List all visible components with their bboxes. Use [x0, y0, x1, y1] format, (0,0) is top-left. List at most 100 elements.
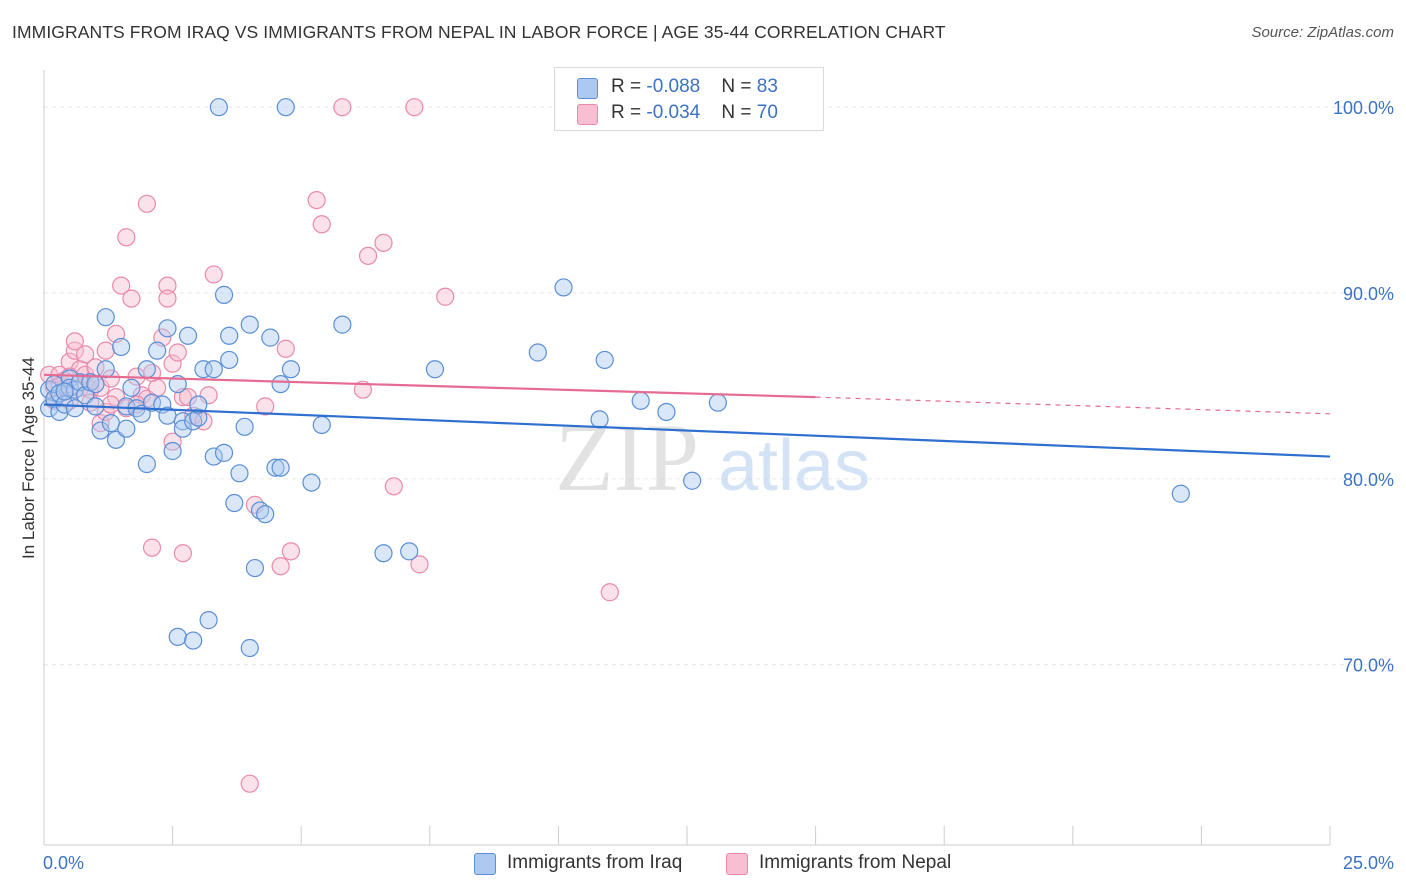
iraq-point: [96, 360, 115, 379]
iraq-point: [683, 471, 702, 490]
iraq-point: [178, 326, 198, 345]
nepal-point: [240, 774, 259, 793]
nepal-point: [163, 354, 182, 373]
nepal-point: [374, 233, 393, 252]
iraq-point: [225, 493, 244, 513]
iraq-point: [137, 454, 156, 474]
nepal-point: [245, 495, 265, 514]
legend-swatch-iraq: [577, 78, 598, 99]
iraq-trend-line: [43, 403, 1331, 458]
nepal-point: [600, 583, 619, 602]
watermark-zip: ZIP: [555, 404, 699, 511]
iraq-point: [595, 350, 614, 370]
nepal-point: [101, 395, 120, 414]
iraq-point: [425, 360, 445, 379]
iraq-point: [209, 98, 228, 117]
nepal-point: [158, 276, 177, 295]
nepal-point: [436, 287, 455, 306]
nepal-point: [173, 544, 192, 563]
legend-n-label: N =: [721, 76, 757, 97]
watermark: ZIP atlas: [555, 404, 870, 511]
iraq-point: [657, 402, 676, 422]
iraq-point: [261, 328, 280, 347]
iraq-point: [528, 343, 547, 362]
source-note: Source: ZipAtlas.com: [1251, 24, 1394, 41]
nepal-point: [204, 265, 223, 284]
nepal-point: [112, 276, 131, 295]
nepal-point: [122, 289, 141, 308]
nepal-point: [199, 386, 218, 405]
series-legend: Immigrants from Iraq Immigrants from Nep…: [0, 852, 1406, 878]
nepal-point: [276, 339, 295, 358]
legend-r-label: R =: [611, 76, 647, 97]
legend-n-label: N =: [721, 102, 757, 123]
nepal-point: [168, 343, 187, 362]
iraq-point: [333, 315, 352, 334]
correlation-legend: R = -0.088 N = 83 R = -0.034 N = 70: [554, 67, 824, 131]
iraq-point: [40, 380, 59, 399]
series-iraq-points: [40, 98, 1190, 658]
iraq-point: [189, 395, 208, 414]
x-tick-label-end: 25.0%: [1343, 853, 1394, 873]
iraq-point: [245, 558, 265, 578]
iraq-point: [554, 278, 573, 297]
nepal-point: [384, 477, 403, 496]
y-tick-labels: 70.0% 80.0% 90.0% 100.0%: [1333, 98, 1394, 676]
legend-n-iraq: 83: [756, 76, 778, 97]
iraq-point: [173, 412, 192, 431]
iraq-point: [708, 393, 727, 412]
y-tick-label: 70.0%: [1343, 656, 1394, 676]
nepal-point: [142, 538, 162, 557]
nepal-point: [358, 246, 378, 265]
nepal-point: [307, 190, 326, 210]
iraq-point: [220, 326, 239, 345]
iraq-point: [194, 360, 213, 379]
nepal-point: [96, 341, 115, 360]
legend-r-label: R =: [611, 102, 647, 123]
nepal-point: [137, 194, 156, 213]
iraq-point: [101, 414, 120, 433]
iraq-point: [184, 631, 203, 650]
legend-swatch-nepal: [726, 853, 748, 875]
nepal-point: [117, 228, 136, 247]
iraq-point: [374, 544, 393, 563]
nepal-point: [65, 341, 84, 360]
iraq-point: [96, 308, 115, 327]
iraq-point: [204, 447, 223, 466]
legend-n-nepal: 70: [756, 102, 778, 123]
iraq-point: [214, 443, 234, 462]
legend-r-nepal: -0.034: [646, 102, 701, 123]
iraq-point: [220, 350, 239, 370]
iraq-point: [86, 374, 105, 394]
chart-title: IMMIGRANTS FROM IRAQ VS IMMIGRANTS FROM …: [12, 22, 946, 42]
iraq-point: [266, 458, 285, 477]
iraq-point: [256, 505, 275, 524]
iraq-point: [230, 464, 249, 483]
iraq-point: [106, 430, 126, 449]
iraq-point: [173, 419, 192, 438]
iraq-point: [590, 410, 609, 429]
iraq-point: [400, 542, 419, 561]
legend-r-iraq: -0.088: [646, 76, 701, 97]
iraq-point: [204, 360, 223, 379]
iraq-point: [65, 399, 84, 418]
legend-label-nepal: Immigrants from Nepal: [759, 852, 952, 873]
nepal-point: [271, 557, 290, 576]
legend-label-iraq: Immigrants from Iraq: [507, 852, 683, 873]
iraq-point: [112, 337, 131, 357]
iraq-point: [235, 417, 254, 436]
nepal-point: [353, 380, 373, 399]
iraq-point: [137, 360, 156, 379]
nepal-point: [256, 397, 275, 416]
iraq-point: [117, 419, 136, 438]
legend-swatch-nepal: [577, 104, 598, 125]
iraq-point: [148, 341, 167, 360]
trend-lines: [43, 373, 1331, 458]
iraq-point: [276, 98, 295, 117]
iraq-point: [189, 408, 208, 427]
nepal-point: [178, 387, 198, 407]
nepal-point: [65, 332, 84, 351]
y-tick-label: 90.0%: [1343, 284, 1394, 304]
gridlines: [44, 106, 1394, 666]
